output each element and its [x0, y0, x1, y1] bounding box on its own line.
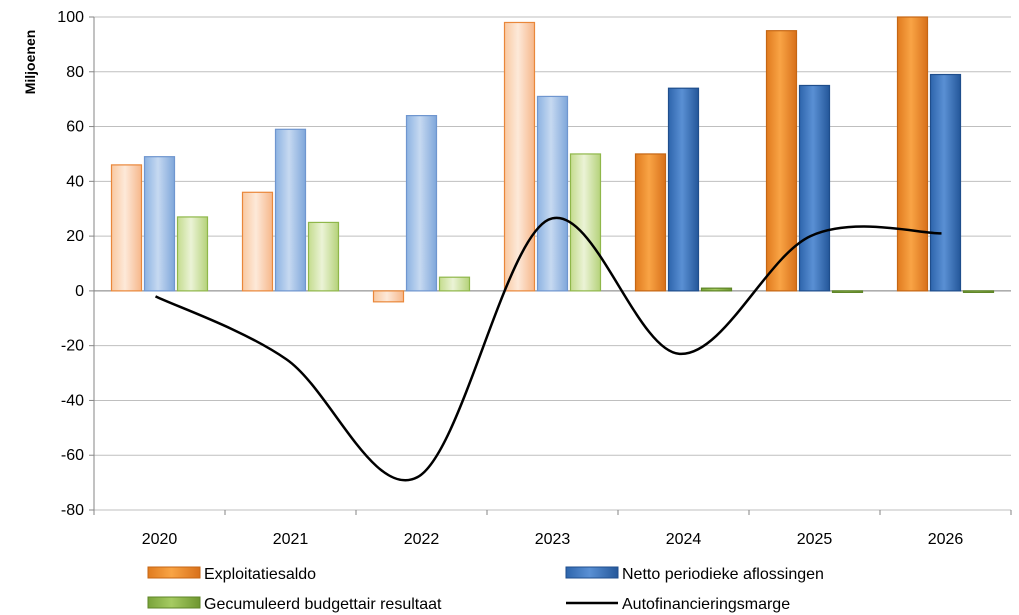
bar: [307, 221, 340, 292]
x-tick-label: 2024: [666, 531, 702, 548]
bar: [667, 87, 700, 292]
bar: [536, 95, 569, 292]
legend-label: Gecumuleerd budgettair resultaat: [204, 596, 442, 613]
y-tick-label: 100: [57, 9, 84, 26]
bar: [176, 216, 209, 292]
bar: [110, 164, 143, 292]
legend-label: Autofinancieringsmarge: [622, 596, 790, 613]
bar: [798, 84, 831, 292]
line-series: [154, 216, 942, 482]
x-tick-label: 2022: [404, 531, 440, 548]
legend-swatch: [147, 596, 201, 609]
y-axis-title: Miljoenen: [22, 30, 38, 95]
y-tick-label: 60: [66, 119, 84, 136]
bar: [143, 156, 176, 292]
x-tick-label: 2023: [535, 531, 571, 548]
y-tick-label: -40: [61, 392, 84, 409]
bar: [241, 191, 274, 292]
y-tick-label: 0: [75, 283, 84, 300]
bar: [372, 290, 405, 303]
bar: [765, 30, 798, 292]
bars: [110, 16, 995, 303]
y-tick-label: -60: [61, 447, 84, 464]
bar: [438, 276, 471, 292]
bar: [274, 128, 307, 292]
bar: [634, 153, 667, 292]
y-tick-label: -80: [61, 502, 84, 519]
legend-swatch: [565, 566, 619, 579]
x-tick-label: 2021: [273, 531, 309, 548]
y-tick-label: 80: [66, 64, 84, 81]
x-tick-label: 2020: [142, 531, 178, 548]
bar: [962, 290, 995, 293]
legend-swatch: [147, 566, 201, 579]
y-tick-label: 20: [66, 228, 84, 245]
bar: [831, 290, 864, 293]
bar: [700, 287, 733, 292]
legend: Exploitatiesaldo Netto periodieke aflossi…: [147, 566, 824, 613]
bar: [569, 153, 602, 292]
autofinancieringsmarge-line: [154, 216, 942, 482]
bar: [405, 114, 438, 292]
x-tick-label: 2025: [797, 531, 833, 548]
y-tick-label: -20: [61, 338, 84, 355]
bar: [929, 73, 962, 292]
x-tick-label: 2026: [928, 531, 964, 548]
bar: [503, 21, 536, 292]
legend-label: Netto periodieke aflossingen: [622, 566, 824, 583]
y-tick-label: 40: [66, 173, 84, 190]
axis-labels: -80 -60 -40 -20 0 20 40 60 80 100 Miljoenen 2020 202…: [22, 9, 963, 548]
legend-label: Exploitatiesaldo: [204, 566, 316, 583]
bar: [896, 16, 929, 292]
